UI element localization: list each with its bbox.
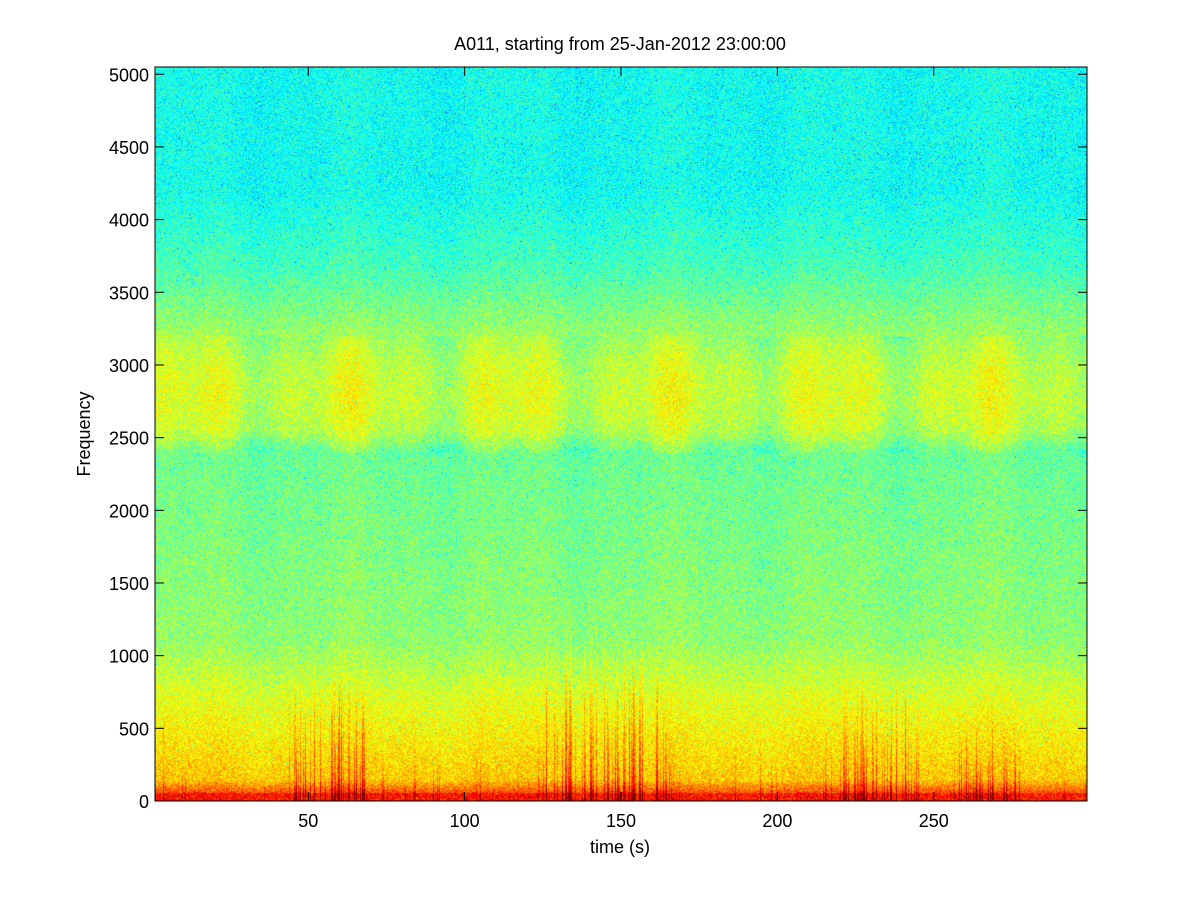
- x-tick-label: 100: [450, 811, 480, 831]
- plot-area: [154, 66, 1088, 802]
- y-tick-label: 2500: [109, 429, 149, 449]
- y-tick-label: 4500: [109, 138, 149, 158]
- y-tick-label: 3000: [109, 356, 149, 376]
- x-tick-label: 150: [606, 811, 636, 831]
- y-tick-label: 0: [139, 792, 149, 812]
- y-tick-label: 1500: [109, 574, 149, 594]
- y-axis-label: Frequency: [74, 391, 94, 476]
- y-tick-label: 4000: [109, 211, 149, 231]
- y-axis: 0 500 1000 1500 2000 2500 3000 3500 4000 4500 5000: [109, 65, 1087, 812]
- x-tick-label: 250: [919, 811, 949, 831]
- x-axis: 50 100 150 200 250: [298, 67, 949, 831]
- y-tick-label: 3500: [109, 283, 149, 303]
- y-tick-label: 5000: [109, 65, 149, 85]
- y-tick-label: 500: [119, 719, 149, 739]
- x-tick-label: 50: [298, 811, 318, 831]
- spectrogram-image: [155, 67, 1087, 801]
- chart-title: A011, starting from 25-Jan-2012 23:00:00: [454, 34, 786, 54]
- y-tick-label: 2000: [109, 501, 149, 521]
- x-axis-label: time (s): [590, 837, 650, 857]
- x-tick-label: 200: [762, 811, 792, 831]
- y-tick-label: 1000: [109, 647, 149, 667]
